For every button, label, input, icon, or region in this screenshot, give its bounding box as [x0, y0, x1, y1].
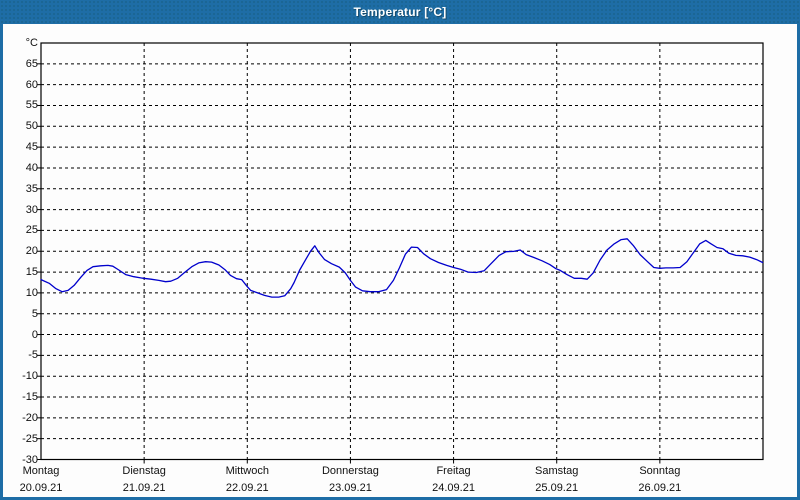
window-title: Temperatur [°C] [353, 5, 447, 19]
temperature-line [40, 238, 764, 298]
plot-border [40, 42, 764, 461]
window-titlebar: Temperatur [°C] [0, 0, 800, 24]
chart-panel: °C 65 60 55 50 45 40 35 30 25 20 15 10 5 0 -5 -10 -15 -20… [3, 24, 797, 497]
